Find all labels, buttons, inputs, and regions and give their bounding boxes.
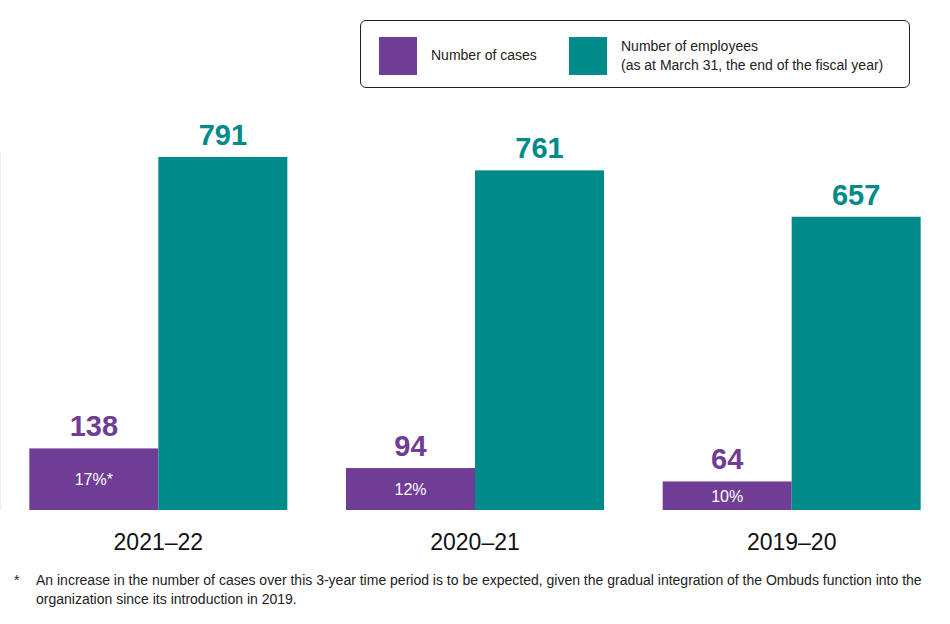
legend-item: Number of cases (379, 37, 537, 75)
category-label: 2020–21 (430, 529, 520, 555)
legend-swatch (569, 37, 607, 75)
bar (158, 157, 287, 510)
chart: 138 17%* 791 2021–22 94 12% 761 2020–21 64 10% 657… (0, 0, 950, 624)
legend-label: Number of cases (431, 46, 537, 65)
category-label: 2019–20 (747, 529, 837, 555)
legend-swatch (379, 37, 417, 75)
footnote-text: An increase in the number of cases over … (36, 571, 934, 609)
bar (475, 170, 604, 510)
footnote-marker: * (14, 571, 19, 590)
legend-item: Number of employees (as at March 31, the… (569, 37, 883, 75)
data-label: 761 (515, 132, 563, 164)
share-label: 17%* (75, 471, 113, 488)
legend-label: Number of employees (as at March 31, the… (621, 37, 883, 75)
bar (792, 217, 921, 510)
share-label: 12% (394, 481, 426, 498)
data-label: 138 (70, 410, 118, 442)
data-label: 64 (711, 443, 743, 475)
y-axis-line (0, 153, 1, 510)
data-label: 791 (199, 119, 247, 151)
bar (346, 468, 475, 510)
labels: 138 17%* 791 2021–22 94 12% 761 2020–21 64 10% 657… (70, 119, 881, 555)
bars (29, 157, 920, 510)
data-label: 94 (394, 430, 426, 462)
bar (663, 481, 792, 510)
share-label: 10% (711, 488, 743, 505)
data-label: 657 (832, 179, 880, 211)
bar (29, 448, 158, 510)
category-label: 2021–22 (114, 529, 204, 555)
legend: Number of cases Number of employees (as a… (360, 20, 910, 88)
